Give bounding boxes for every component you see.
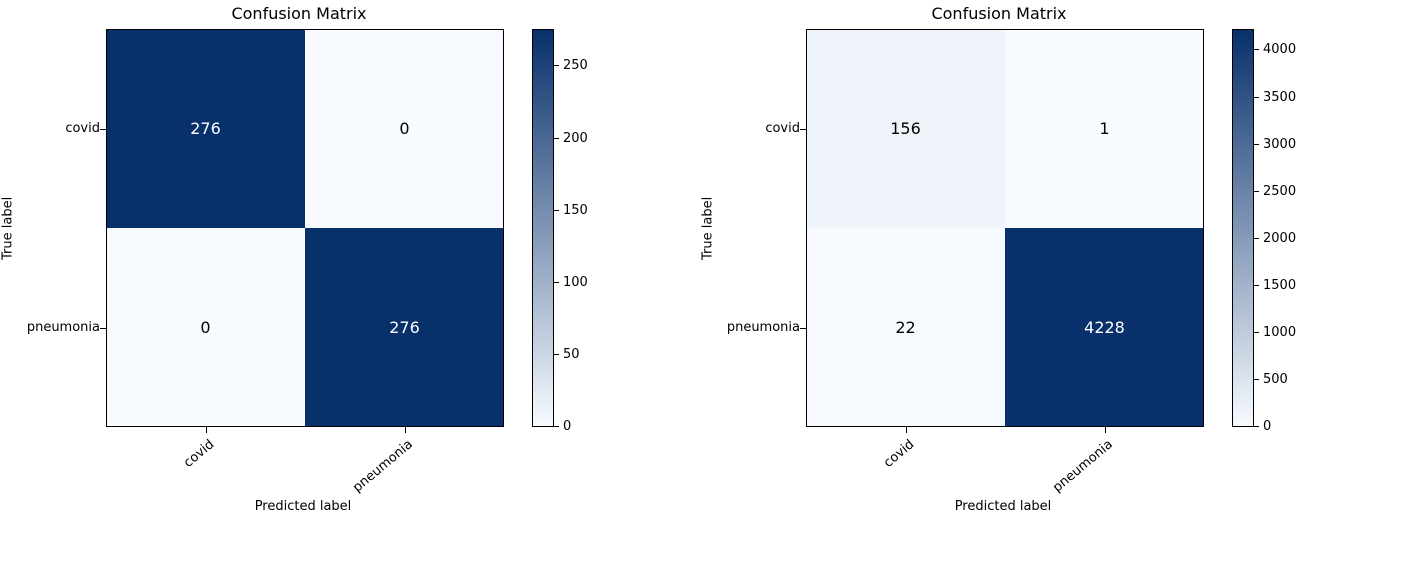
confusion-matrix-panel: Confusion Matrix True label covid pneumonia… xyxy=(0,0,700,514)
colorbar-tick-label: 0 xyxy=(563,419,571,434)
colorbar-tick-label: 250 xyxy=(563,58,588,73)
colorbar-tick-label: 4000 xyxy=(1263,42,1296,57)
heatmap-cell: 22 xyxy=(806,228,1005,427)
heatmap-grid: 1561224228 xyxy=(806,29,1204,427)
y-tick-labels: covid pneumonia xyxy=(716,29,806,427)
x-tick-labels: covid pneumonia xyxy=(104,427,502,497)
colorbar-tick-label: 200 xyxy=(563,131,588,146)
colorbar-tick-label: 50 xyxy=(563,347,580,362)
y-tick-label: covid xyxy=(65,121,100,136)
colorbar-tick-label: 3500 xyxy=(1263,90,1296,105)
colorbar-tick-label: 2000 xyxy=(1263,231,1296,246)
colorbar-tick-label: 150 xyxy=(563,203,588,218)
y-tick-label: pneumonia xyxy=(27,320,100,335)
y-tick-label: pneumonia xyxy=(727,320,800,335)
chart-title: Confusion Matrix xyxy=(100,4,498,23)
y-tick-label: covid xyxy=(765,121,800,136)
x-tick-label: covid xyxy=(881,437,917,471)
heatmap-cell: 0 xyxy=(106,228,305,427)
y-tick-labels: covid pneumonia xyxy=(16,29,106,427)
colorbar-tick-label: 500 xyxy=(1263,372,1288,387)
x-axis-label: Predicted label xyxy=(104,499,502,514)
heatmap-grid: 27600276 xyxy=(106,29,504,427)
heatmap-cell: 0 xyxy=(305,29,504,228)
x-tick-labels: covid pneumonia xyxy=(804,427,1202,497)
y-axis-label: True label xyxy=(700,29,716,427)
colorbar: 050100150200250 xyxy=(532,29,614,427)
x-tick-label: pneumonia xyxy=(350,437,416,496)
heatmap-cell: 4228 xyxy=(1005,228,1204,427)
colorbar-tick-label: 2500 xyxy=(1263,184,1296,199)
x-tick-label: pneumonia xyxy=(1050,437,1116,496)
heatmap-cell: 1 xyxy=(1005,29,1204,228)
x-tick-label: covid xyxy=(181,437,217,471)
heatmap-cell: 276 xyxy=(305,228,504,427)
colorbar-tick-label: 0 xyxy=(1263,419,1271,434)
y-axis-label: True label xyxy=(0,29,16,427)
chart-title: Confusion Matrix xyxy=(800,4,1198,23)
colorbar-tick-label: 100 xyxy=(563,275,588,290)
colorbar-tick-label: 1000 xyxy=(1263,325,1296,340)
colorbar-tick-label: 1500 xyxy=(1263,278,1296,293)
heatmap-cell: 156 xyxy=(806,29,1005,228)
x-axis-label: Predicted label xyxy=(804,499,1202,514)
colorbar: 05001000150020002500300035004000 xyxy=(1232,29,1314,427)
colorbar-tick-label: 3000 xyxy=(1263,137,1296,152)
heatmap-cell: 276 xyxy=(106,29,305,228)
confusion-matrix-panel: Confusion Matrix True label covid pneumonia… xyxy=(700,0,1400,514)
